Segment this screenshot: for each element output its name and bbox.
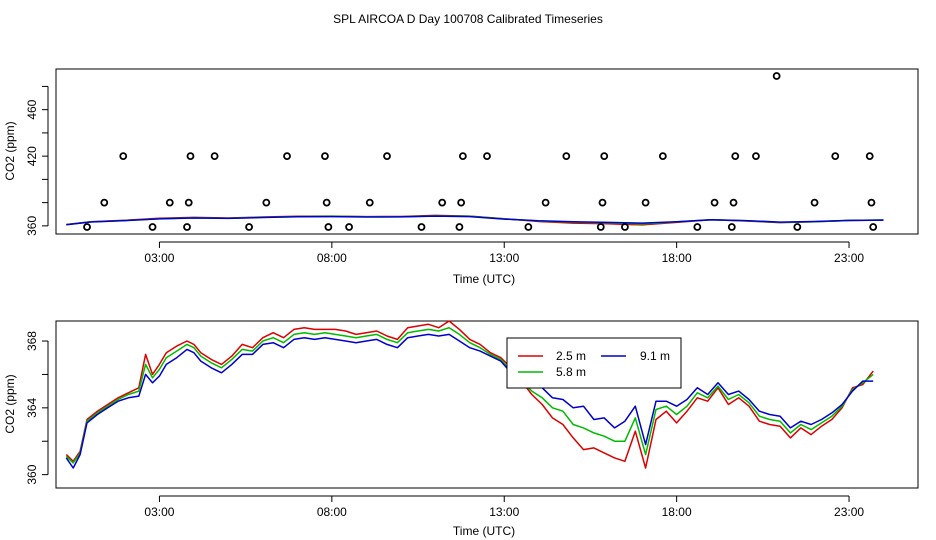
top-x-tick-label: 18:00 [662, 251, 692, 265]
data-marker [541, 198, 550, 207]
data-marker [100, 198, 109, 207]
data-marker [869, 223, 878, 231]
top-x-tick-label: 23:00 [834, 251, 864, 265]
legend-label-2-5m: 2.5 m [556, 349, 586, 363]
data-marker [365, 198, 374, 207]
data-marker [262, 198, 271, 207]
bottom-series-2-5-m [65, 320, 874, 469]
data-marker [562, 152, 571, 161]
data-marker [458, 152, 467, 161]
top-panel: 360 420 460 03:00 08:00 13:00 18:00 23:00 Time… [3, 68, 919, 286]
top-x-tick-label: 03:00 [144, 251, 174, 265]
data-marker [793, 223, 802, 231]
data-marker [621, 223, 629, 231]
data-marker [483, 152, 491, 161]
bottom-series-lines [65, 320, 874, 469]
top-y-axis-label: CO2 (ppm) [3, 121, 17, 180]
data-marker [693, 223, 702, 231]
data-marker [641, 198, 650, 207]
data-marker [245, 223, 253, 231]
data-marker [417, 223, 426, 231]
bottom-panel: 360 364 368 03:00 08:00 13:00 18:00 23:00 2.5 … [3, 320, 919, 538]
bottom-y-axis-label: CO2 (ppm) [3, 374, 17, 433]
bottom-x-tick-label: 23:00 [834, 505, 864, 519]
top-markers [83, 72, 878, 231]
top-x-axis: 03:00 08:00 13:00 18:00 23:00 [144, 241, 864, 265]
bottom-series-5-8-m [65, 326, 874, 464]
figure-title: SPL AIRCOA D Day 100708 Calibrated Times… [333, 12, 603, 26]
data-marker [865, 152, 874, 161]
data-marker [731, 152, 740, 161]
data-marker [210, 152, 219, 161]
data-marker [345, 223, 353, 231]
top-y-axis: 360 420 460 [25, 85, 49, 236]
data-marker [184, 198, 193, 207]
legend-box [506, 337, 682, 389]
bottom-x-axis: 03:00 08:00 13:00 18:00 23:00 [144, 495, 864, 519]
data-marker [183, 223, 191, 231]
top-x-tick-label: 13:00 [489, 251, 519, 265]
bottom-y-tick-label: 368 [25, 331, 39, 351]
top-series-lines [66, 214, 884, 226]
data-marker [165, 198, 174, 207]
bottom-x-tick-label: 13:00 [489, 505, 519, 519]
data-marker [321, 152, 329, 161]
bottom-plot-frame [55, 320, 919, 489]
data-marker [186, 152, 195, 161]
data-marker [600, 152, 609, 161]
data-marker [729, 198, 738, 207]
data-marker [596, 223, 605, 231]
data-marker [524, 223, 533, 231]
data-marker [727, 223, 736, 231]
data-marker [455, 223, 464, 231]
data-marker [710, 198, 719, 207]
legend: 2.5 m 9.1 m 5.8 m [506, 337, 682, 389]
bottom-x-tick-label: 03:00 [144, 505, 174, 519]
data-marker [119, 152, 128, 161]
data-marker [148, 223, 157, 231]
bottom-x-axis-label: Time (UTC) [453, 524, 515, 538]
data-marker [83, 223, 91, 231]
top-x-tick-label: 08:00 [317, 251, 347, 265]
data-marker [322, 198, 331, 207]
legend-label-9-1m: 9.1 m [640, 349, 670, 363]
data-marker [383, 152, 391, 161]
top-y-tick-label: 420 [25, 146, 39, 166]
bottom-y-tick-label: 364 [25, 398, 39, 418]
data-marker [438, 198, 447, 207]
data-marker [324, 223, 333, 231]
bottom-x-tick-label: 08:00 [317, 505, 347, 519]
data-marker [752, 152, 760, 161]
bottom-x-tick-label: 18:00 [662, 505, 692, 519]
top-y-tick-label: 460 [25, 99, 39, 119]
data-marker [658, 152, 667, 161]
bottom-series-9-1-m [65, 333, 874, 469]
data-marker [831, 152, 840, 161]
data-marker [598, 198, 607, 207]
top-series-9-1-m [66, 215, 884, 226]
data-marker [457, 198, 466, 207]
bottom-y-tick-label: 360 [25, 464, 39, 484]
top-x-axis-label: Time (UTC) [453, 272, 515, 286]
data-marker [867, 198, 876, 207]
data-marker [772, 72, 781, 80]
top-plot-frame [55, 68, 919, 235]
bottom-y-axis: 360 364 368 [25, 331, 49, 485]
legend-label-5-8m: 5.8 m [556, 365, 586, 379]
data-marker [810, 198, 819, 207]
top-y-tick-label: 360 [25, 216, 39, 236]
data-marker [283, 152, 291, 161]
